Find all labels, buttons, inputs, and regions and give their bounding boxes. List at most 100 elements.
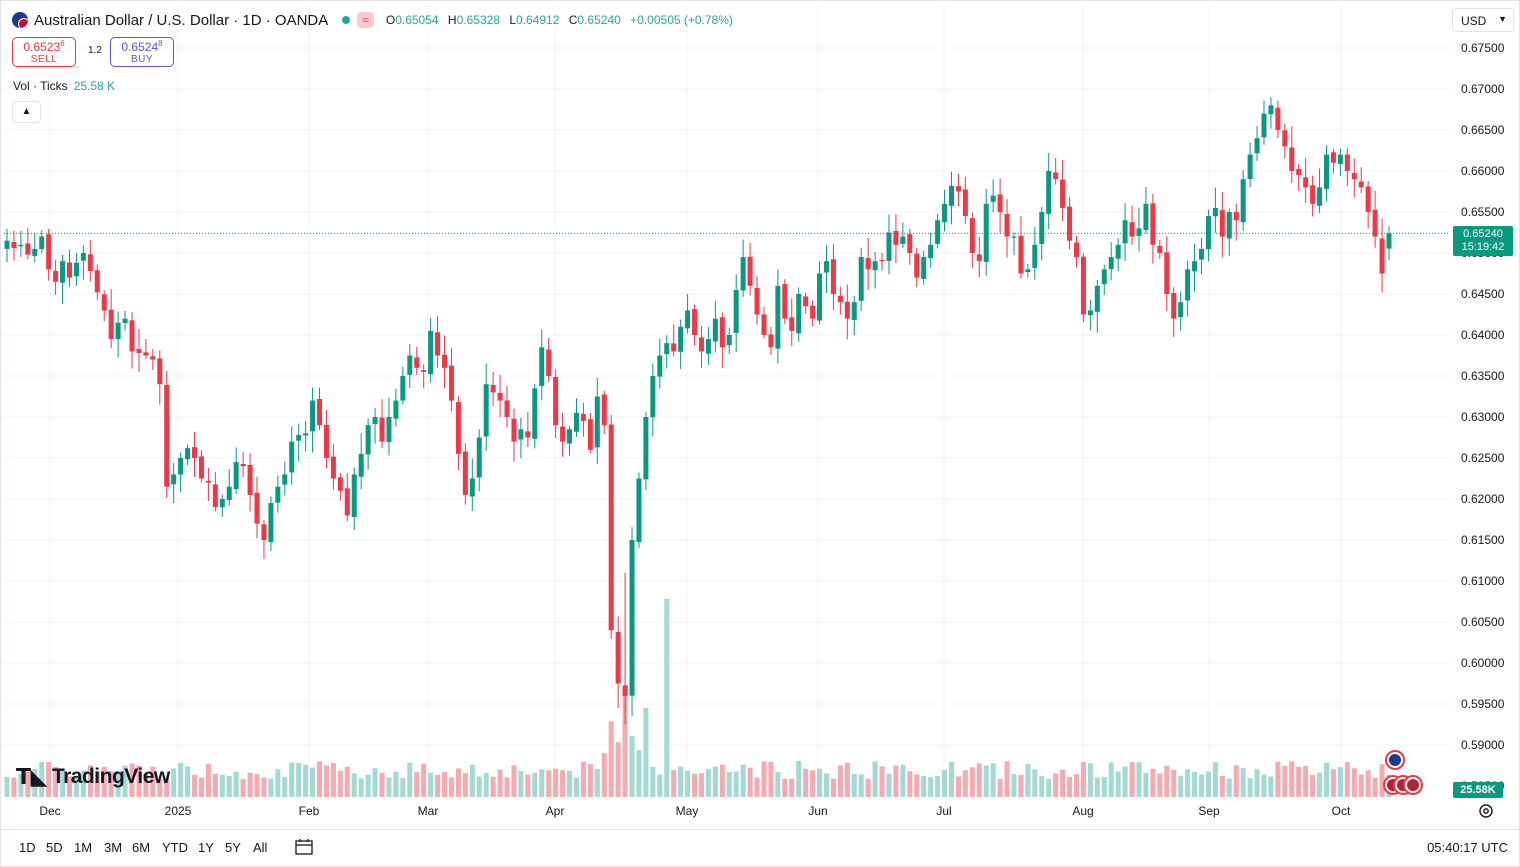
tradingview-logo[interactable]: 𝗧◣ TradingView: [16, 764, 170, 790]
candle-body: [136, 349, 142, 354]
candle-body: [948, 185, 954, 206]
volume-bar: [386, 777, 392, 797]
symbol-header: Australian Dollar / U.S. Dollar · 1D · O…: [12, 10, 733, 30]
price-axis: 0.675000.670000.665000.660000.655000.650…: [1461, 41, 1505, 793]
utc-clock[interactable]: 05:40:17 UTC: [1427, 840, 1508, 855]
candle-body: [851, 302, 857, 320]
volume-bar: [1108, 762, 1114, 797]
candle-body: [386, 417, 392, 443]
candle-body: [1372, 209, 1378, 237]
volume-bar: [1205, 771, 1211, 797]
volume-bar: [1226, 778, 1232, 797]
time-tick-label: Sep: [1198, 804, 1220, 818]
volume-bar: [282, 776, 288, 797]
volume-legend-label: Vol · Ticks: [13, 79, 68, 93]
candle-body: [1053, 172, 1059, 180]
volume-bar: [615, 742, 621, 797]
candle-body: [1004, 213, 1010, 237]
candle-body: [323, 424, 329, 458]
candle-body: [1192, 261, 1198, 272]
range-3m-button[interactable]: 3M: [104, 840, 123, 855]
volume-bars: [4, 599, 1392, 797]
price-tick-label: 0.65500: [1461, 205, 1505, 219]
us-event-icon[interactable]: [1403, 775, 1423, 795]
settings-gear-icon[interactable]: [1478, 803, 1494, 819]
buy-button[interactable]: 0.65248 BUY: [110, 37, 174, 67]
market-open-icon[interactable]: [342, 16, 351, 24]
volume-bar: [87, 765, 93, 797]
range-5y-button[interactable]: 5Y: [225, 840, 241, 855]
candle-body: [448, 365, 454, 401]
candle-body: [310, 400, 316, 432]
candle-body: [282, 474, 288, 485]
volume-bar: [421, 763, 427, 797]
time-tick-label: May: [676, 804, 699, 818]
sell-button[interactable]: 0.65236 SELL: [12, 37, 76, 67]
candle-body: [344, 488, 350, 516]
candle-body: [636, 478, 642, 543]
range-6m-button[interactable]: 6M: [132, 840, 151, 855]
candle-body: [976, 254, 982, 262]
tradingview-mark-icon: 𝗧◣: [16, 764, 47, 789]
volume-bar: [1351, 768, 1357, 797]
volume-bar: [900, 764, 906, 797]
chevron-up-icon: ▲: [21, 106, 32, 117]
volume-bar: [1073, 774, 1079, 797]
volume-bar: [310, 767, 316, 797]
volume-bar: [379, 772, 385, 797]
candle-body: [796, 294, 802, 334]
calendar-icon[interactable]: [295, 838, 313, 855]
volume-bar: [1261, 774, 1267, 797]
candle-body: [1101, 269, 1107, 285]
volume-bar: [192, 774, 198, 797]
candle-body: [414, 357, 420, 368]
au-event-icon[interactable]: [1385, 750, 1405, 770]
volume-bar: [580, 761, 586, 797]
price-tick-label: 0.63500: [1461, 369, 1505, 383]
candle-body: [351, 474, 357, 518]
candle-body: [80, 253, 86, 261]
range-5d-button[interactable]: 5D: [46, 840, 63, 855]
candle-body: [143, 352, 149, 356]
price-tick-label: 0.67500: [1461, 41, 1505, 55]
candle-body: [962, 189, 968, 217]
volume-bar: [928, 777, 934, 797]
volume-bar: [1046, 778, 1052, 797]
market-badge[interactable]: ≈: [357, 12, 374, 28]
volume-bar: [1143, 772, 1149, 797]
candle-body: [178, 458, 184, 475]
volume-bar: [546, 770, 552, 797]
candle-body: [289, 441, 295, 473]
ohlc-close: 0.65240: [577, 13, 621, 27]
range-all-button[interactable]: All: [253, 840, 268, 855]
range-1m-button[interactable]: 1M: [74, 840, 93, 855]
candle-body: [1205, 216, 1211, 250]
volume-bar: [171, 768, 177, 797]
range-ytd-button[interactable]: YTD: [162, 840, 188, 855]
range-1y-button[interactable]: 1Y: [198, 840, 214, 855]
volume-legend[interactable]: Vol · Ticks 25.58 K: [13, 79, 115, 93]
candle-body: [1171, 293, 1177, 319]
volume-bar: [1101, 776, 1107, 797]
volume-bar: [11, 777, 17, 797]
candle-body: [685, 310, 691, 329]
candle-body: [157, 358, 163, 385]
symbol-title[interactable]: Australian Dollar / U.S. Dollar · 1D · O…: [34, 11, 329, 29]
candle-body: [1011, 236, 1017, 238]
volume-bar: [1247, 778, 1253, 797]
candle-body: [490, 385, 496, 393]
volume-bar: [497, 769, 503, 797]
range-1d-button[interactable]: 1D: [19, 840, 36, 855]
collapse-legend-button[interactable]: ▲: [12, 101, 41, 123]
candle-body: [608, 424, 614, 631]
volume-bar: [921, 775, 927, 797]
volume-bar: [185, 766, 191, 797]
candle-body: [428, 330, 434, 375]
volume-bar: [365, 774, 371, 797]
volume-bar: [136, 765, 142, 797]
currency-select[interactable]: USD ▼: [1452, 8, 1514, 32]
volume-bar: [212, 773, 218, 797]
volume-bar: [1060, 769, 1066, 797]
candle-body: [518, 429, 524, 440]
